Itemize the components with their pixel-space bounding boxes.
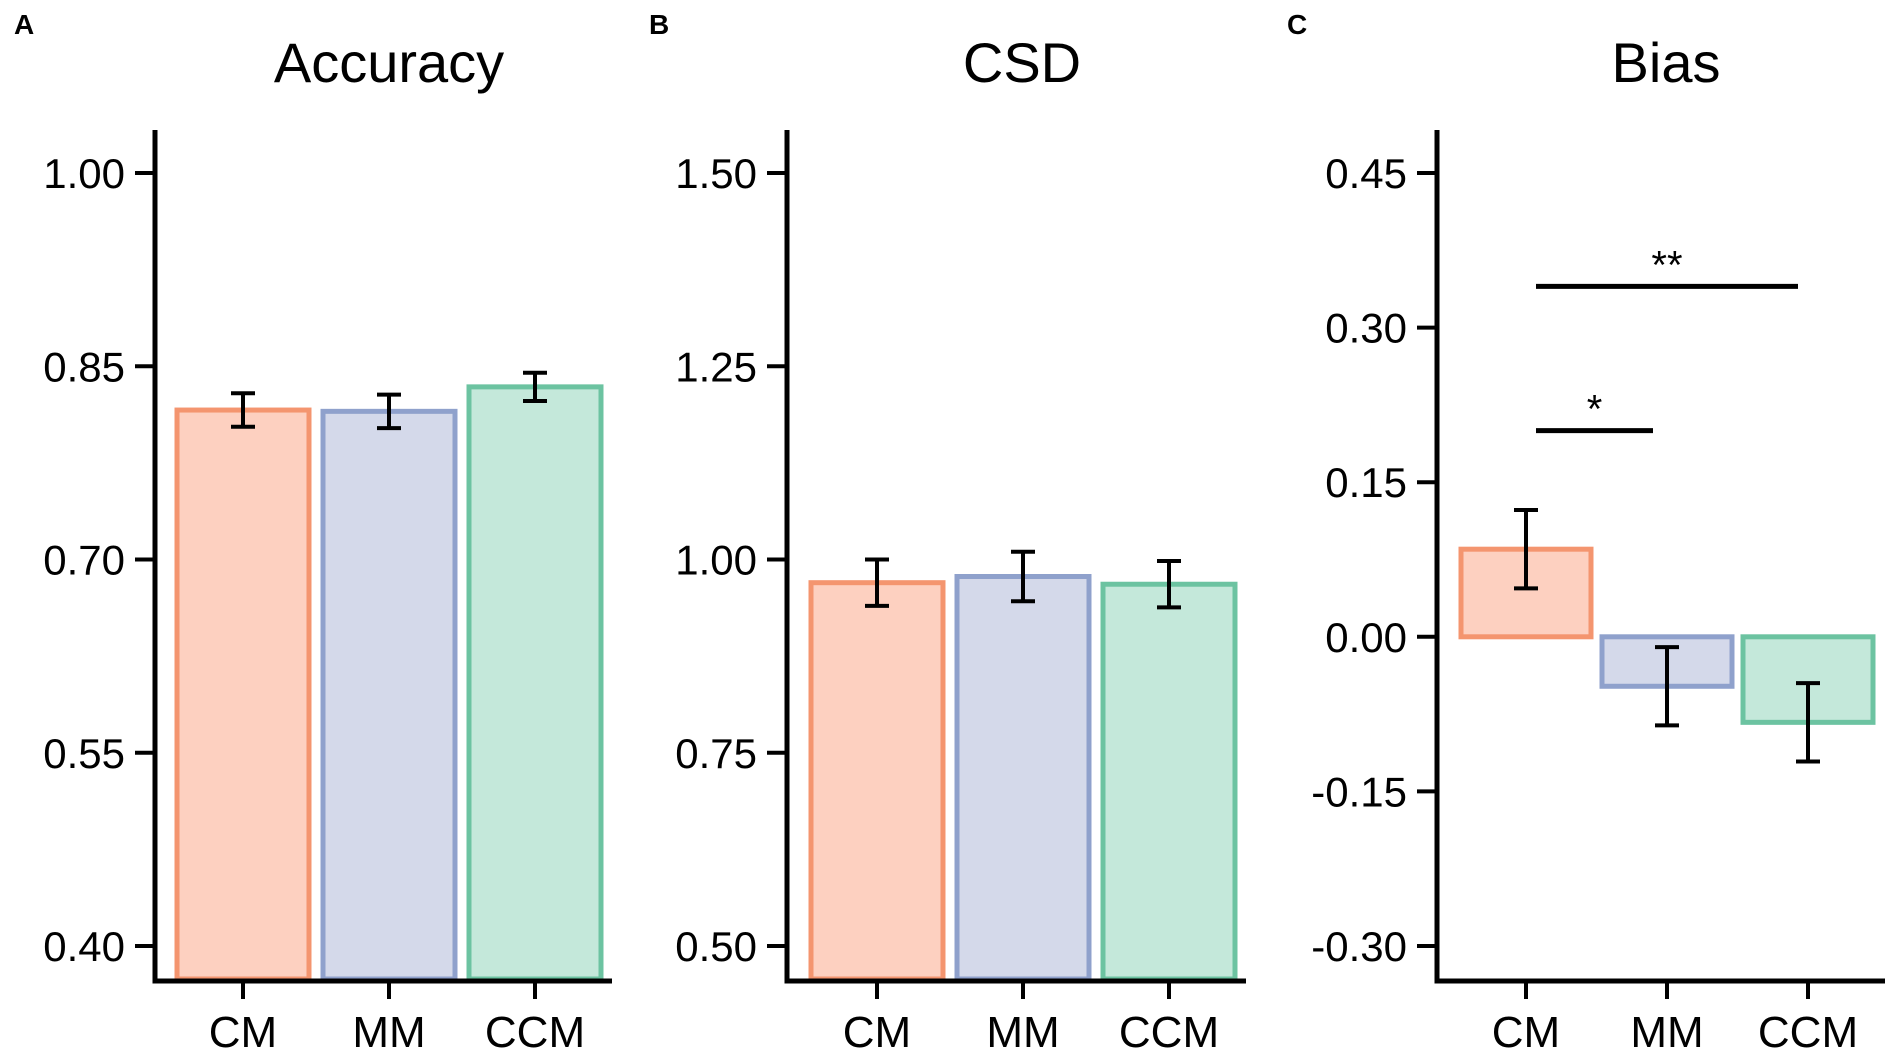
chart1-xtick-label-ccm: CCM [1119,1008,1219,1057]
chart0-panel-letter: A [14,9,34,40]
chart0-bar-ccm [466,384,604,982]
chart0-ytick-label: 0.40 [43,923,125,970]
chart1-xtick-label-cm: CM [843,1008,911,1057]
chart0-xtick-label-ccm: CCM [485,1008,585,1057]
chart1-ytick-label: 0.75 [675,730,757,777]
chart0-xtick-label-mm: MM [352,1008,425,1057]
chart2-xtick-label-ccm: CCM [1758,1008,1858,1057]
chart1-panel-letter: B [649,9,669,40]
chart2-ytick-label: -0.30 [1311,923,1407,970]
chart0-bar-cm [174,407,312,982]
chart2-ytick-label: 0.45 [1325,150,1407,197]
chart0-ytick-label: 0.55 [43,730,125,777]
chart0-title: Accuracy [274,31,504,94]
chart2-title: Bias [1612,31,1721,94]
chart2-ytick-label: 0.30 [1325,305,1407,352]
chart1-title: CSD [963,31,1081,94]
chart2-xtick-label-cm: CM [1492,1008,1560,1057]
chart2-xtick-label-mm: MM [1630,1008,1703,1057]
chart1-bar-cm [808,580,946,982]
chart1-bar-ccm [1100,581,1238,982]
chart0-ytick-label: 1.00 [43,150,125,197]
chart1-ytick-label: 1.50 [675,150,757,197]
chart2-significance-label-1: ** [1651,243,1682,287]
chart1-ytick-label: 1.00 [675,537,757,584]
chart2-ytick-label: 0.00 [1325,614,1407,661]
chart0-ytick-label: 0.70 [43,537,125,584]
chart2-panel-letter: C [1287,9,1307,40]
chart1-ytick-label: 0.50 [675,923,757,970]
chart1-xtick-label-mm: MM [986,1008,1059,1057]
chart2-ytick-label: 0.15 [1325,459,1407,506]
chart1-ytick-label: 1.25 [675,343,757,390]
chart0-ytick-label: 0.85 [43,343,125,390]
chart0-xtick-label-cm: CM [209,1008,277,1057]
chart2-significance-label-0: * [1587,388,1603,432]
chart2-ytick-label: -0.15 [1311,768,1407,815]
chart1-bar-mm [954,574,1092,982]
chart0-bar-mm [320,408,458,982]
